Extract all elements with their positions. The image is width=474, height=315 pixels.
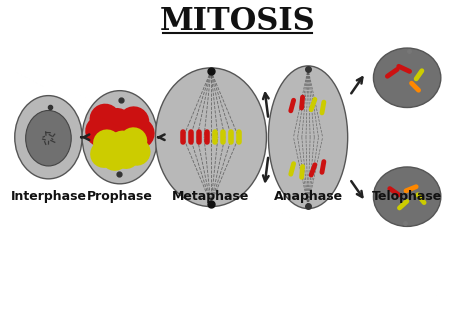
Ellipse shape bbox=[268, 66, 348, 209]
Text: Telophase: Telophase bbox=[372, 190, 442, 203]
Ellipse shape bbox=[15, 96, 82, 179]
Ellipse shape bbox=[26, 111, 71, 166]
Ellipse shape bbox=[374, 48, 441, 107]
Ellipse shape bbox=[374, 167, 441, 226]
Text: MITOSIS: MITOSIS bbox=[160, 6, 316, 37]
Text: Prophase: Prophase bbox=[87, 190, 153, 203]
Text: Metaphase: Metaphase bbox=[172, 190, 250, 203]
Text: Anaphase: Anaphase bbox=[273, 190, 343, 203]
Ellipse shape bbox=[82, 91, 157, 184]
Ellipse shape bbox=[155, 68, 266, 207]
Text: Interphase: Interphase bbox=[10, 190, 86, 203]
